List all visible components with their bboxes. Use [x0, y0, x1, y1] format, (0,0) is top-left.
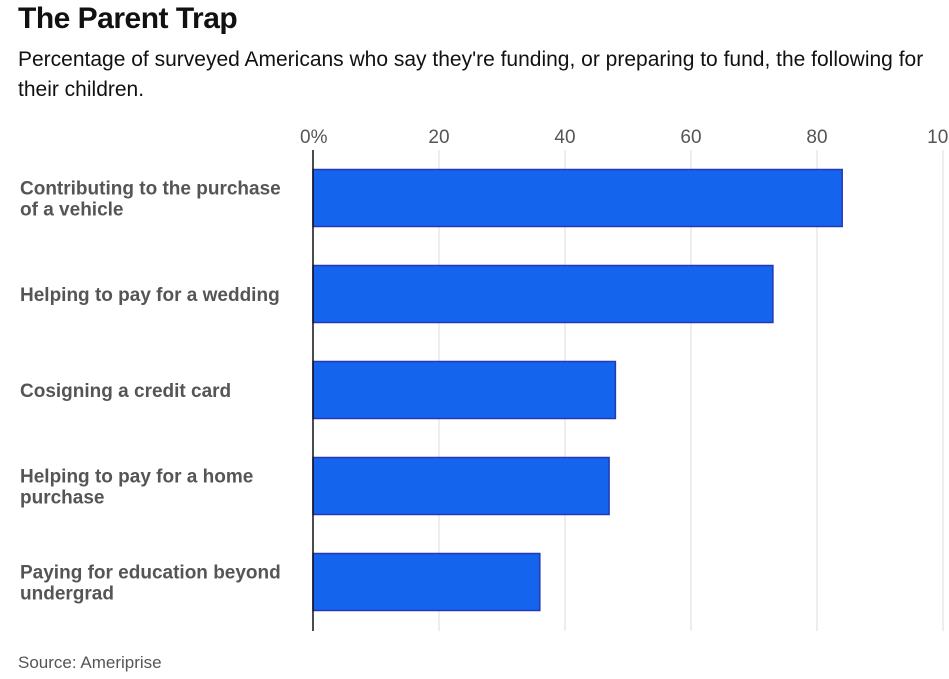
- bar: [312, 360, 617, 420]
- x-tick-label: 0%: [300, 127, 328, 148]
- x-tick-label: 80: [806, 127, 827, 148]
- chart-subtitle: Percentage of surveyed Americans who say…: [18, 48, 924, 101]
- bar: [312, 264, 774, 324]
- bar: [312, 168, 843, 228]
- category-labels: Contributing to the purchase of a vehicle…: [20, 179, 281, 605]
- category-label: Contributing to the purchase of a vehicle: [20, 179, 281, 221]
- category-label: Cosigning a credit card: [20, 381, 231, 402]
- bar: [312, 456, 610, 516]
- x-tick-label: 100: [927, 127, 949, 148]
- bar: [312, 552, 541, 612]
- x-tick-label: 40: [554, 127, 575, 148]
- category-label: Helping to pay for a wedding: [20, 285, 280, 306]
- chart-title: The Parent Trap: [18, 2, 238, 35]
- x-tick-label: 20: [428, 127, 449, 148]
- bars: [312, 168, 843, 612]
- category-label: Paying for education beyond undergrad: [20, 563, 281, 605]
- category-label: Helping to pay for a home purchase: [20, 467, 253, 509]
- x-tick-label: 60: [680, 127, 701, 148]
- source-note: Source: Ameriprise: [18, 653, 162, 672]
- x-axis-ticks: 0% 20 40 60 80 100: [300, 127, 949, 148]
